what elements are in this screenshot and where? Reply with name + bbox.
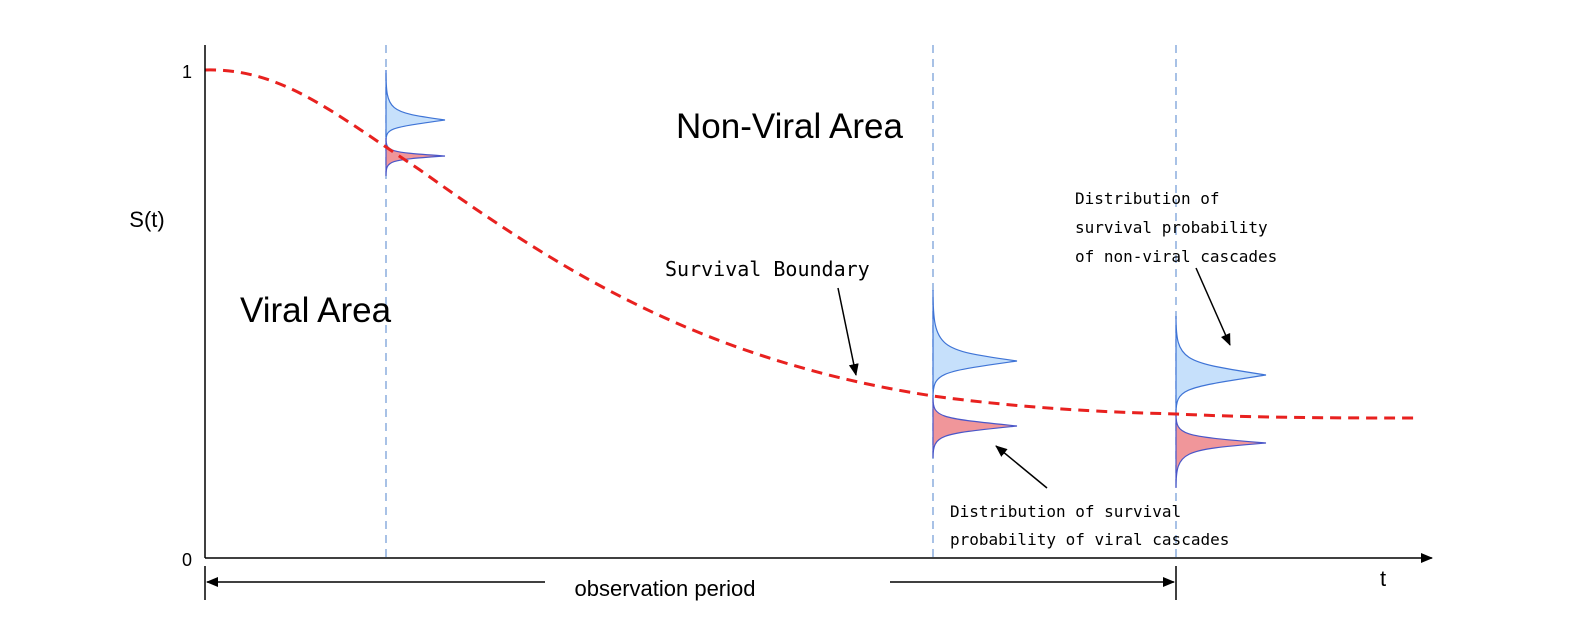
non-viral-distribution-arrow — [1195, 267, 1231, 346]
x-axis-label: t — [1380, 566, 1386, 591]
non-viral-distribution-1 — [385, 69, 446, 143]
viral-distribution-line-2: probability of viral cascades — [950, 530, 1229, 549]
non-viral-distribution-line-3: of non-viral cascades — [1075, 247, 1277, 266]
viral-distribution-3 — [1175, 413, 1267, 489]
y-tick-1: 1 — [182, 62, 192, 82]
viral-area-label: Viral Area — [240, 291, 392, 330]
viral-distribution-arrow — [995, 445, 1048, 489]
viral-distribution-1 — [385, 137, 446, 177]
non-viral-distribution-3 — [1175, 315, 1267, 415]
survival-boundary-arrow — [837, 287, 859, 376]
survival-boundary-label: Survival Boundary — [665, 257, 870, 281]
viral-distribution-label: Distribution of survival probability of … — [950, 502, 1229, 549]
survival-boundary-curve — [204, 68, 1421, 420]
non-viral-distribution-line-1: Distribution of — [1075, 189, 1220, 208]
non-viral-distribution-2 — [932, 289, 1018, 399]
viral-distribution-2 — [932, 397, 1018, 459]
observation-period-label: observation period — [574, 576, 755, 601]
non-viral-area-label: Non-Viral Area — [676, 107, 904, 146]
y-tick-0: 0 — [182, 550, 192, 570]
y-axis-label: S(t) — [129, 207, 164, 232]
non-viral-distribution-label: Distribution of survival probability of … — [1075, 189, 1277, 266]
non-viral-distribution-line-2: survival probability — [1075, 218, 1268, 237]
viral-distribution-line-1: Distribution of survival — [950, 502, 1181, 521]
